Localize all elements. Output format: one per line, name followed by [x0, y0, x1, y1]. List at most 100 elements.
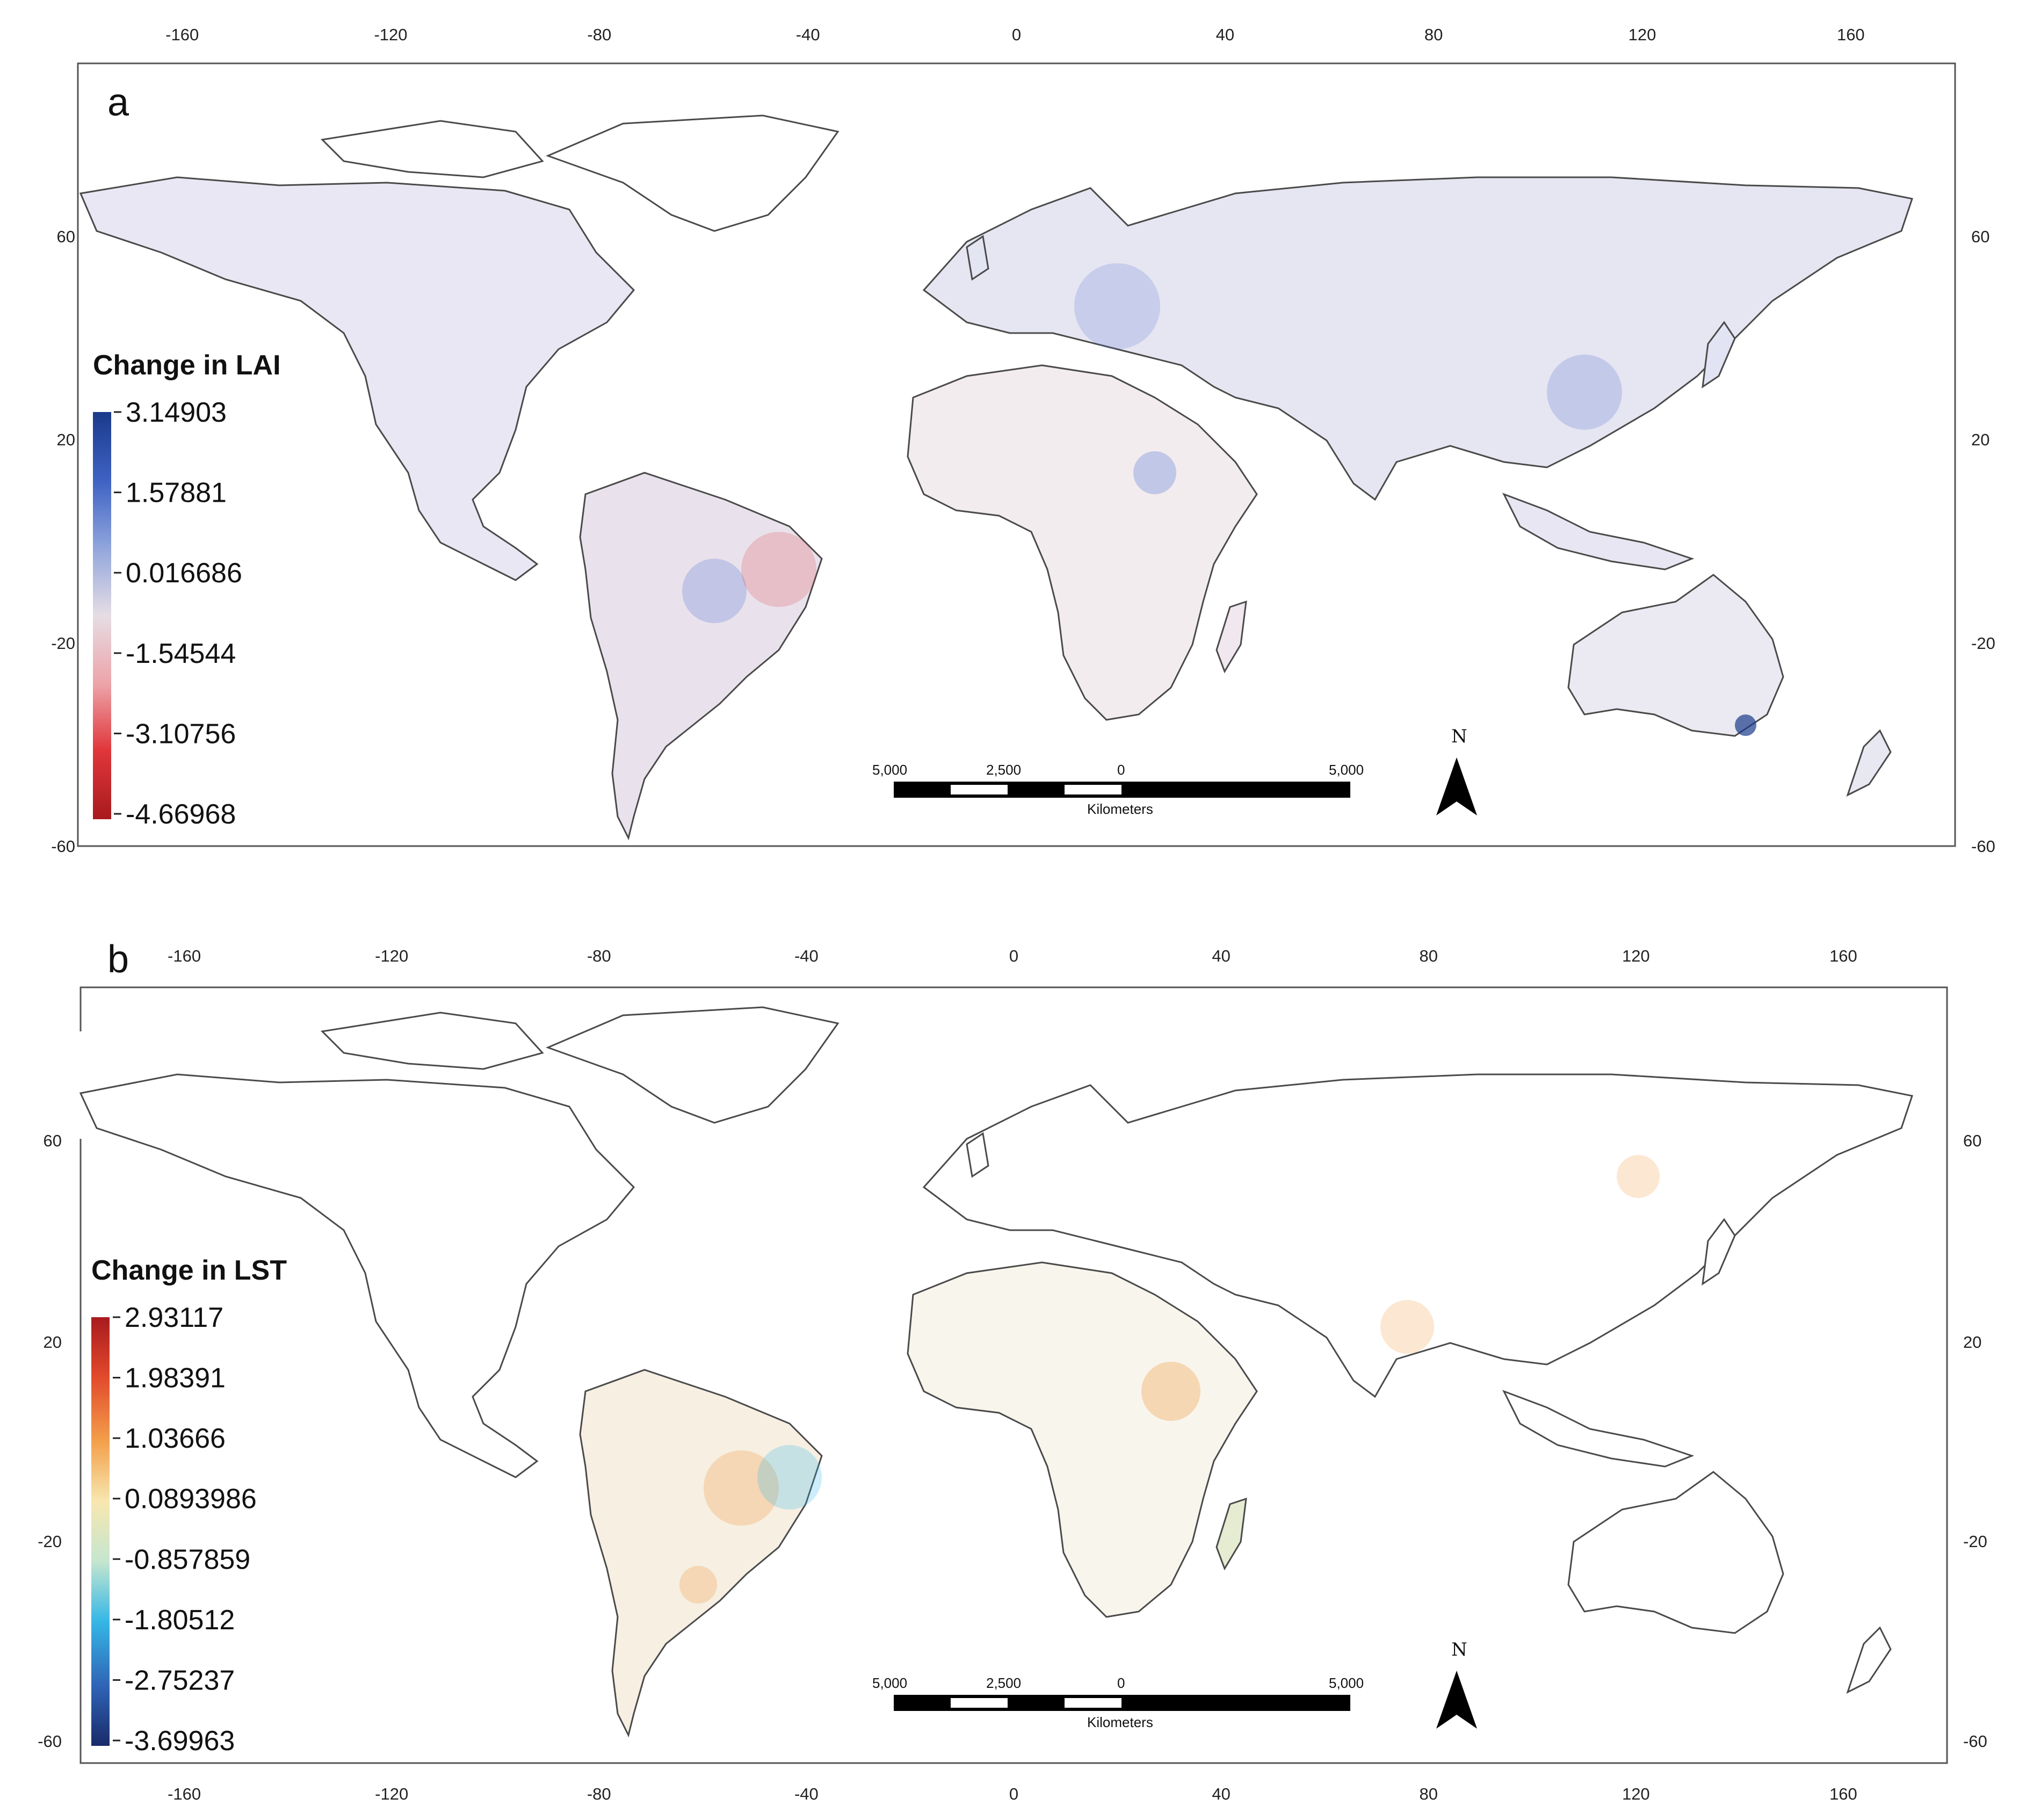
y-axis-left-b: 60 20 -20 -60 — [38, 1131, 62, 1751]
scale-bar-b: 5,000 2,500 0 5,000 Kilometers — [872, 1675, 1364, 1730]
map-frame-b — [79, 986, 1948, 1764]
land-uk — [966, 235, 989, 281]
y-tick-left-b-0: 60 — [44, 1131, 62, 1150]
x-tick-bottom-b-3: -40 — [794, 1785, 819, 1803]
x-tick-bottom-b-7: 120 — [1622, 1785, 1650, 1803]
legend-value: 1.57881 — [126, 478, 227, 509]
y-tick-right-b-1: 20 — [1963, 1333, 1981, 1352]
legend-value: -0.857859 — [125, 1544, 250, 1575]
x-tick-top-a-8: 160 — [1837, 25, 1865, 44]
legend-labels-a: 3.14903 1.57881 0.016686 -1.54544 -3.10756 -4… — [114, 397, 242, 830]
x-tick-bottom-a-0: -160 — [165, 869, 199, 870]
land-madagascar — [1215, 600, 1247, 674]
x-axis-bottom-b: -160 -120 -80 -40 0 40 80 120 160 — [168, 1785, 1857, 1803]
north-arrow-label: N — [1451, 726, 1467, 747]
x-tick-bottom-a-6: 80 — [1424, 869, 1443, 870]
land-japan-b — [1702, 1218, 1736, 1286]
legend-value: -2.75237 — [125, 1665, 235, 1696]
x-tick-bottom-a-4: 0 — [1012, 869, 1021, 870]
legend-value: 1.98391 — [125, 1363, 226, 1394]
y-tick-left-a-0: 60 — [57, 227, 75, 246]
land-uk-b — [966, 1132, 989, 1178]
map-panel-b-svg: -160 -120 -80 -40 0 40 80 120 160 -160 -120 -80 -40… — [38, 938, 1987, 1803]
scale-unit-b: Kilometers — [1087, 1714, 1153, 1730]
x-tick-bottom-b-1: -120 — [375, 1785, 408, 1803]
legend-value: -1.54544 — [126, 638, 236, 669]
x-tick-top-b-1: -120 — [375, 947, 408, 965]
land-indonesia — [1502, 493, 1695, 570]
scale-label-1-b: 5,000 — [872, 1675, 907, 1691]
y-tick-right-b-0: 60 — [1963, 1131, 1981, 1150]
x-tick-top-a-3: -40 — [796, 25, 820, 44]
y-tick-right-a-1: 20 — [1971, 430, 1989, 449]
north-arrow-a: N — [1436, 726, 1477, 815]
y-tick-right-a-2: -20 — [1971, 634, 1995, 653]
x-tick-top-b-4: 0 — [1009, 947, 1018, 965]
y-tick-left-a-2: -20 — [51, 634, 75, 653]
scale-label-2-b: 2,500 — [986, 1675, 1021, 1691]
x-tick-top-a-5: 40 — [1216, 25, 1234, 44]
land-indonesia-b — [1502, 1390, 1695, 1468]
y-axis-right-a: 60 20 -20 -60 — [1971, 227, 1995, 856]
y-tick-left-a-1: 20 — [57, 430, 75, 449]
y-tick-left-a-3: -60 — [51, 837, 75, 856]
x-axis-top-a: -160 -120 -80 -40 0 40 80 120 160 — [165, 25, 1865, 44]
x-tick-top-b-8: 160 — [1829, 947, 1857, 965]
x-axis-bottom-a: -160 -120 -80 -40 0 40 80 120 160 — [165, 869, 1865, 870]
north-arrow-icon-b — [1436, 1671, 1477, 1729]
north-arrow-label-b: N — [1451, 1639, 1467, 1660]
y-tick-left-b-1: 20 — [44, 1333, 62, 1352]
x-tick-top-b-7: 120 — [1622, 947, 1650, 965]
y-axis-left-a: 60 20 -20 -60 — [51, 227, 75, 856]
legend-value: -3.69963 — [125, 1725, 235, 1757]
x-tick-top-a-6: 80 — [1424, 25, 1443, 44]
x-tick-bottom-a-2: -80 — [587, 869, 611, 870]
land-japan — [1702, 321, 1736, 389]
scale-label-4: 5,000 — [1329, 762, 1364, 778]
map-panel-a: -160 -120 -80 -40 0 40 80 120 160 -160 -120 -80 -40… — [0, 0, 2019, 870]
x-tick-bottom-a-3: -40 — [796, 869, 820, 870]
legend-value: 0.016686 — [126, 558, 242, 589]
legend-labels-b: 2.93117 1.98391 1.03666 0.0893986 -0.857859 -… — [113, 1302, 257, 1757]
legend-value: 1.03666 — [125, 1423, 226, 1454]
land-europe-asia — [922, 176, 1913, 501]
y-tick-right-b-3: -60 — [1963, 1732, 1987, 1751]
y-tick-right-b-2: -20 — [1963, 1532, 1987, 1551]
land-africa — [907, 364, 1258, 721]
land-south-america-b — [579, 1369, 823, 1738]
map-panel-a-svg: -160 -120 -80 -40 0 40 80 120 160 -160 -120 -80 -40… — [51, 25, 1995, 870]
y-tick-left-b-2: -20 — [38, 1532, 62, 1551]
y-tick-right-a-0: 60 — [1971, 227, 1989, 246]
x-tick-bottom-b-5: 40 — [1212, 1785, 1230, 1803]
scale-unit-a: Kilometers — [1087, 801, 1153, 817]
legend-ramp-a — [93, 412, 111, 819]
scale-label-2: 2,500 — [986, 762, 1021, 778]
panel-label-b: b — [107, 938, 129, 981]
land-new-zealand — [1846, 729, 1892, 797]
legend-value: -1.80512 — [125, 1605, 235, 1636]
legend-value: 2.93117 — [125, 1302, 223, 1333]
x-tick-bottom-a-1: -120 — [374, 869, 407, 870]
x-tick-bottom-a-8: 160 — [1837, 869, 1865, 870]
land-arctic-islands-b — [320, 1012, 544, 1070]
scale-label-4-b: 5,000 — [1329, 1675, 1364, 1691]
land-australia — [1567, 574, 1784, 737]
land-europe-asia-b — [922, 1073, 1913, 1398]
x-tick-bottom-a-7: 120 — [1629, 869, 1656, 870]
scale-bar-a: 5,000 2,500 0 5,000 Kilometers — [872, 762, 1364, 817]
x-tick-top-b-0: -160 — [168, 947, 201, 965]
x-tick-top-a-4: 0 — [1012, 25, 1021, 44]
y-tick-left-b-3: -60 — [38, 1732, 62, 1751]
land-north-america — [79, 176, 635, 581]
legend-ramp-b — [91, 1317, 110, 1746]
x-tick-bottom-b-6: 80 — [1419, 1785, 1437, 1803]
land-africa-b — [907, 1261, 1258, 1618]
land-madagascar-b — [1215, 1497, 1247, 1571]
x-tick-bottom-b-4: 0 — [1009, 1785, 1018, 1803]
change-pixels-a — [682, 263, 1756, 736]
x-tick-top-a-7: 120 — [1629, 25, 1656, 44]
x-tick-bottom-b-8: 160 — [1829, 1785, 1857, 1803]
north-arrow-b: N — [1436, 1639, 1477, 1729]
scale-label-3-b: 0 — [1117, 1675, 1125, 1691]
legend-value: 3.14903 — [126, 397, 227, 428]
